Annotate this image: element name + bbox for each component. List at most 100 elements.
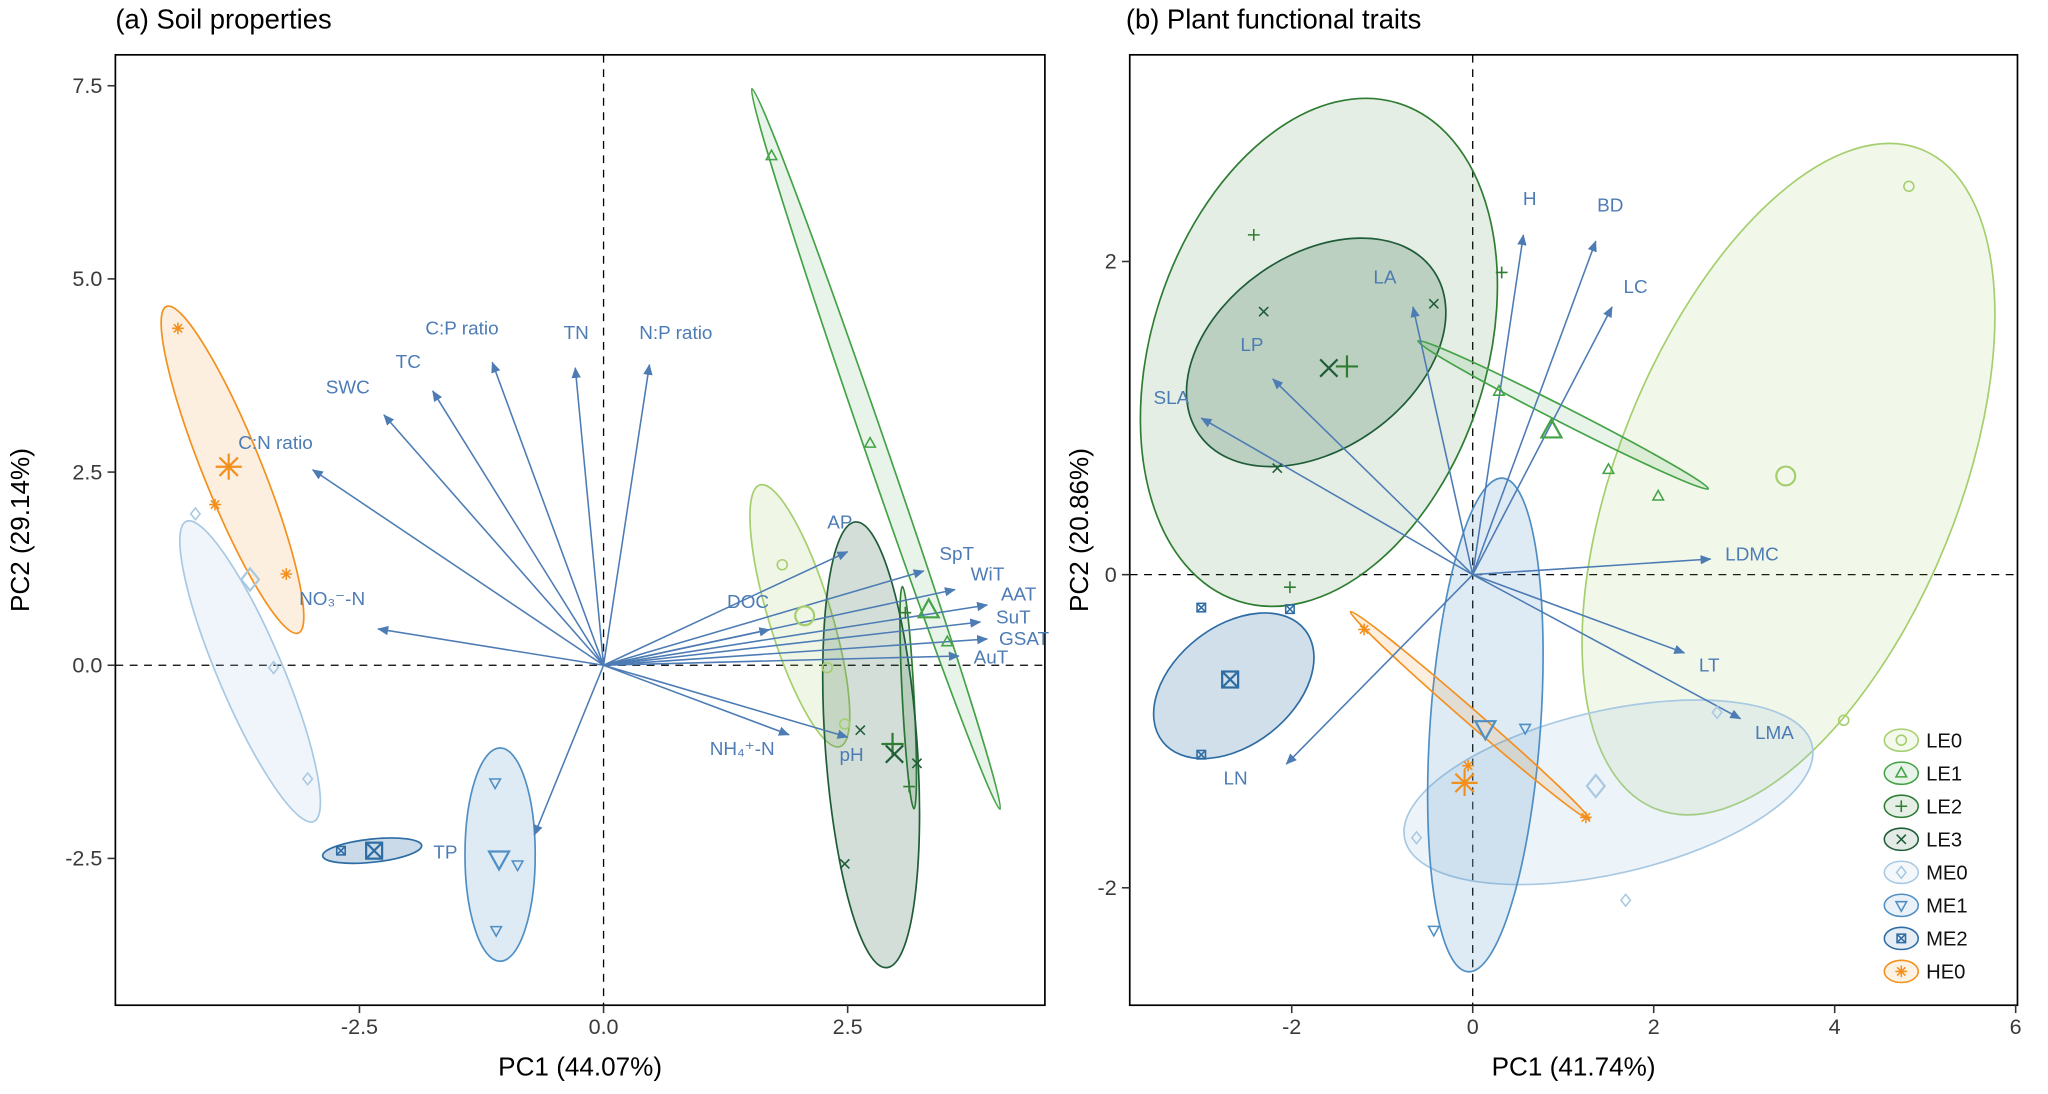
y-tick-label: 5.0 bbox=[72, 267, 102, 291]
marker-le3-x-icon bbox=[1428, 298, 1439, 309]
loading-arrow-no-n bbox=[377, 625, 604, 667]
marker-le2-plus-icon bbox=[1284, 581, 1296, 594]
marker-me2-boxed-x-icon bbox=[1284, 604, 1295, 615]
x-tick-label: 6 bbox=[2010, 1015, 2022, 1039]
loading-arrow-bd bbox=[1471, 240, 1597, 575]
marker-me1-triangle-down-icon bbox=[488, 778, 502, 791]
y-tick-label: 2 bbox=[1105, 250, 1117, 274]
legend-item-le0: LE0 bbox=[1883, 728, 1962, 752]
marker-he0-asterisk-icon bbox=[1895, 965, 1908, 978]
marker-me0-diamond-icon bbox=[1410, 830, 1423, 845]
loading-arrow-la bbox=[1410, 306, 1474, 575]
loading-arrow-aut bbox=[603, 651, 960, 667]
loading-arrow-ph bbox=[603, 664, 849, 739]
group-ellipse-le3 bbox=[1185, 237, 1447, 468]
loading-label-tp: TP bbox=[433, 842, 457, 863]
marker-he0-asterisk-icon bbox=[172, 322, 184, 335]
loading-label-aat: AAT bbox=[1001, 584, 1037, 605]
marker-le0-circle-icon bbox=[838, 718, 851, 730]
marker-le2-plus-icon bbox=[1895, 800, 1908, 813]
marker-le1-triangle-up-icon bbox=[1601, 462, 1616, 475]
group-ellipse-le0 bbox=[1581, 142, 1996, 816]
marker-he0-asterisk-icon bbox=[280, 568, 293, 580]
legend-label: ME1 bbox=[1926, 896, 1968, 918]
panel-b-x-axis-label: PC1 (41.74%) bbox=[1492, 1052, 1656, 1082]
marker-me2-boxed-x-icon bbox=[1196, 602, 1207, 613]
loading-arrow-ln bbox=[1285, 574, 1474, 765]
x-tick-label: 0.0 bbox=[589, 1015, 619, 1039]
marker-me1-triangle-down-icon bbox=[489, 925, 503, 938]
loading-label-gsat: GSAT bbox=[999, 629, 1050, 650]
marker-le0-circle-icon bbox=[794, 605, 816, 627]
group-ellipse-me0 bbox=[178, 519, 322, 823]
marker-le0-circle-icon bbox=[1895, 734, 1908, 746]
legend-label: ME0 bbox=[1926, 863, 1968, 885]
legend-label: LE1 bbox=[1926, 763, 1962, 785]
marker-le3-x-icon bbox=[911, 758, 923, 769]
loading-label-bd: BD bbox=[1597, 195, 1623, 216]
loading-arrow-lp bbox=[1272, 378, 1474, 576]
loading-arrow-tn bbox=[571, 366, 605, 666]
marker-me1-triangle-down-icon bbox=[1427, 925, 1441, 938]
marker-le0-circle-icon bbox=[776, 558, 789, 571]
marker-me2-boxed-x-icon bbox=[1221, 670, 1240, 689]
x-tick-label: -2 bbox=[1282, 1015, 1301, 1039]
marker-le1-triangle-up-icon bbox=[1492, 384, 1506, 396]
marker-me1-triangle-down-icon bbox=[510, 860, 525, 873]
loading-arrow-gsat bbox=[603, 634, 989, 667]
loading-arrow-aat bbox=[603, 601, 989, 667]
y-tick-label: 2.5 bbox=[72, 460, 102, 484]
marker-le1-triangle-up-icon bbox=[863, 435, 877, 448]
legend-item-me2: ME2 bbox=[1883, 926, 1968, 951]
loading-label-ap: AP bbox=[827, 512, 852, 533]
legend-item-me0: ME0 bbox=[1883, 860, 1968, 885]
marker-me0-diamond-icon bbox=[189, 506, 202, 521]
marker-le1-triangle-up-icon bbox=[916, 597, 941, 619]
marker-me0-diamond-icon bbox=[1895, 865, 1907, 880]
marker-me0-diamond-icon bbox=[1585, 773, 1607, 799]
marker-me2-boxed-x-icon bbox=[365, 841, 384, 860]
loading-arrow-swc bbox=[383, 414, 605, 666]
panel-a: (a) Soil properties PC1 (44.07%) PC2 (29… bbox=[5, 4, 662, 1082]
marker-le1-triangle-up-icon bbox=[940, 634, 954, 647]
group-ellipse-le0 bbox=[749, 483, 851, 748]
loading-arrow-n-p-ratio bbox=[602, 363, 653, 666]
loading-label-ph: pH bbox=[839, 745, 863, 766]
y-tick-label: 0 bbox=[1105, 563, 1117, 587]
legend: LE0 LE1 LE2 LE3 ME0 ME1 ME2 HE0 bbox=[1883, 728, 1968, 984]
marker-le1-triangle-up-icon bbox=[1651, 488, 1665, 501]
legend-item-le1: LE1 bbox=[1883, 761, 1962, 785]
loading-label-spt: SpT bbox=[939, 544, 974, 565]
legend-label: HE0 bbox=[1926, 962, 1965, 984]
group-ellipse-me2 bbox=[1152, 612, 1315, 760]
marker-le3-x-icon bbox=[1272, 463, 1283, 474]
marker-le2-plus-icon bbox=[1335, 355, 1359, 378]
group-ellipse-le1 bbox=[1417, 339, 1710, 491]
loading-label-sla: SLA bbox=[1153, 388, 1189, 409]
marker-me2-boxed-x-icon bbox=[335, 845, 346, 856]
marker-le3-x-icon bbox=[1319, 358, 1339, 378]
loading-arrow-nh-n bbox=[603, 664, 790, 736]
loading-label-no-n: NO₃⁻-N bbox=[299, 589, 365, 610]
x-tick-label: 2 bbox=[1648, 1015, 1660, 1039]
loading-arrow-ap bbox=[603, 550, 849, 666]
x-tick-label: -2.5 bbox=[341, 1015, 378, 1039]
loading-arrow-c-n-ratio bbox=[311, 469, 605, 666]
loading-label-swc: SWC bbox=[326, 377, 370, 398]
legend-key bbox=[1883, 893, 1920, 918]
y-tick-label: -2.5 bbox=[65, 847, 102, 871]
panel-a-title: (a) Soil properties bbox=[115, 4, 331, 35]
marker-le3-x-icon bbox=[855, 725, 866, 736]
loading-arrow-spt bbox=[603, 569, 925, 666]
loading-arrow-c-p-ratio bbox=[491, 361, 605, 666]
panel-a-x-axis-label: PC1 (44.07%) bbox=[498, 1052, 662, 1082]
marker-me1-triangle-down-icon bbox=[1473, 720, 1498, 742]
marker-he0-asterisk-icon bbox=[1358, 623, 1370, 636]
loading-label-tn: TN bbox=[564, 323, 589, 344]
marker-me0-diamond-icon bbox=[267, 660, 280, 675]
loading-label-ldmc: LDMC bbox=[1725, 545, 1779, 566]
group-ellipse-le3 bbox=[821, 521, 921, 969]
panel-a-y-axis-label: PC2 (29.14%) bbox=[5, 448, 35, 612]
panel-border bbox=[1128, 53, 2019, 1007]
